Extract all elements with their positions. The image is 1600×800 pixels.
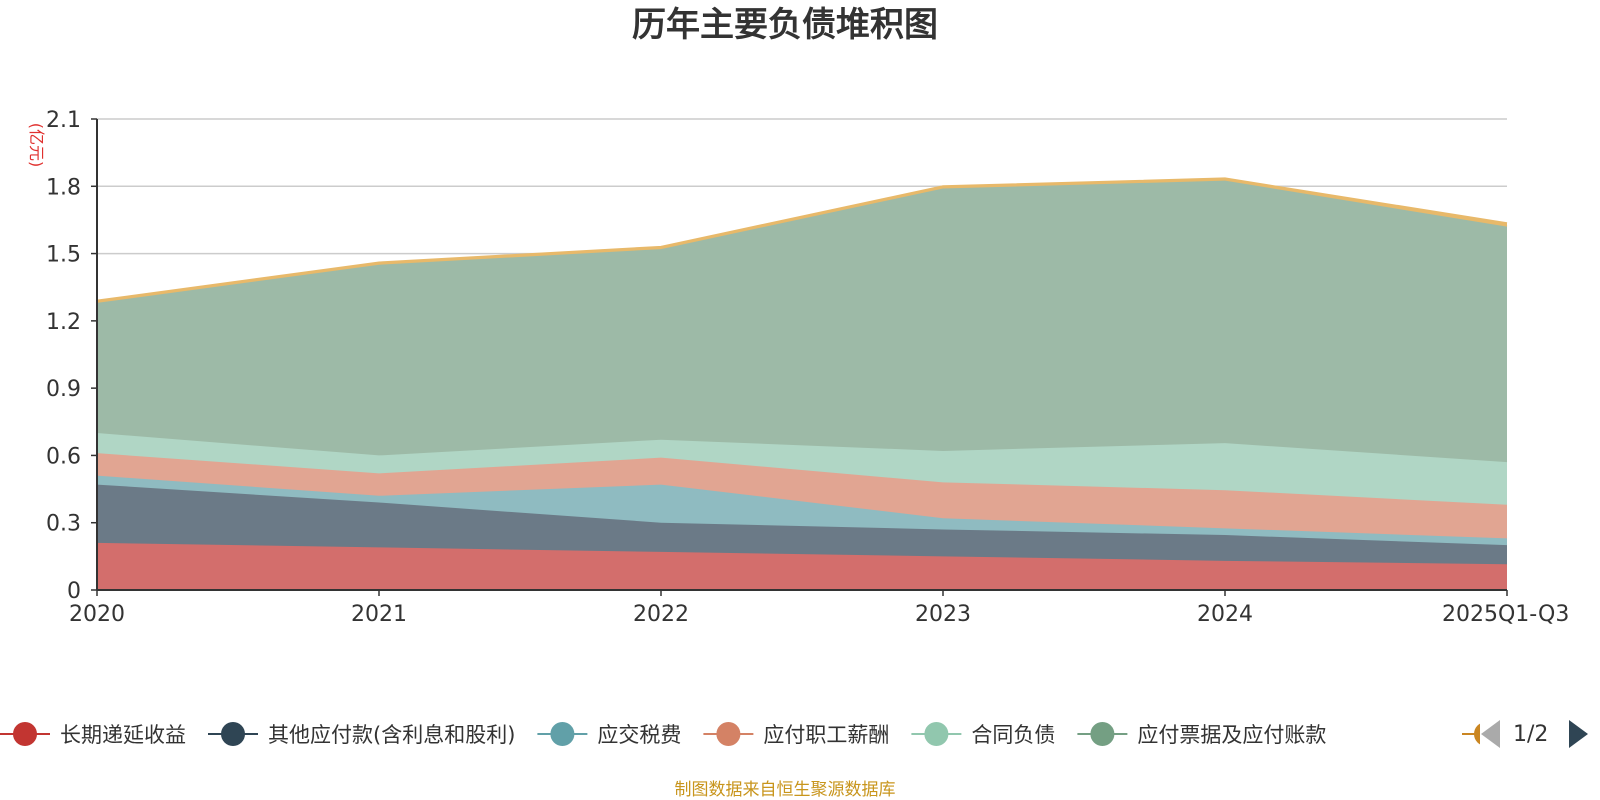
legend-page-indicator: 1/2 — [1513, 722, 1548, 747]
y-axis-unit: (亿元) — [27, 123, 46, 168]
legend-marker — [550, 722, 575, 746]
area-edge — [96, 432, 1508, 464]
legend-item[interactable]: 其他应付款(含利息和股利) — [208, 722, 515, 747]
y-tick-label: 0.9 — [46, 377, 81, 402]
legend-label: 合同负债 — [971, 723, 1055, 747]
legend-marker — [1090, 722, 1115, 746]
legend-prev-icon[interactable] — [1481, 720, 1500, 748]
y-tick-label: 0.6 — [46, 444, 81, 469]
x-tick-label: 2020 — [69, 602, 125, 627]
legend-next-icon[interactable] — [1569, 720, 1588, 748]
area-edge — [96, 179, 1508, 304]
area-series — [96, 177, 1508, 590]
chart-title: 历年主要负债堆积图 — [632, 5, 938, 45]
area-应付票据及应付账款 — [97, 180, 1507, 463]
legend-item[interactable]: 合同负债 — [911, 722, 1055, 747]
x-tick-label: 2024 — [1197, 602, 1253, 627]
legend-marker — [924, 722, 949, 746]
legend-label: 应付职工薪酬 — [763, 723, 889, 747]
y-tick-label: 0.3 — [46, 512, 81, 537]
area-长期递延收益 — [97, 542, 1507, 590]
x-tick-label: 2021 — [351, 602, 407, 627]
legend-item[interactable]: 应付职工薪酬 — [703, 722, 889, 747]
legend-pager[interactable]: 1/2 — [1481, 720, 1588, 748]
legend-item[interactable] — [1462, 722, 1510, 746]
legend-label: 应付票据及应付账款 — [1137, 723, 1326, 747]
area-合同负债 — [97, 433, 1507, 505]
y-tick-label: 1.5 — [46, 243, 81, 268]
x-tick-label: 2023 — [915, 602, 971, 627]
legend-item[interactable]: 应付票据及应付账款 — [1077, 722, 1326, 747]
legend: 长期递延收益 其他应付款(含利息和股利) 应交税费 应付职工薪酬 合同负债 应付票据及应付… — [0, 722, 1510, 747]
data-source-note: 制图数据来自恒生聚源数据库 — [675, 780, 896, 800]
y-tick-label: 2.1 — [46, 108, 81, 133]
legend-label: 其他应付款(含利息和股利) — [268, 723, 515, 747]
legend-item[interactable]: 长期递延收益 — [0, 722, 186, 747]
legend-marker — [716, 722, 741, 746]
legend-label: 长期递延收益 — [60, 723, 186, 747]
legend-marker — [221, 722, 245, 746]
y-tick-label: 1.8 — [46, 175, 81, 200]
legend-marker — [1474, 723, 1480, 745]
x-tick-label: 2022 — [633, 602, 689, 627]
y-tick-label: 1.2 — [46, 310, 81, 335]
legend-marker — [13, 722, 37, 746]
legend-label: 应交税费 — [597, 723, 681, 747]
area-edge — [96, 177, 1508, 302]
legend-item[interactable]: 应交税费 — [537, 722, 681, 747]
y-tick-label: 0 — [67, 579, 81, 604]
area-其他应付款(含利息和股利) — [97, 484, 1507, 565]
axes: 0 0.3 0.6 0.9 1.2 1.5 1.8 2.1 2020 2021 2022 2023 20… — [46, 108, 1569, 627]
area-应付职工薪酬 — [97, 453, 1507, 539]
x-tick-label: 2025Q1-Q3 — [1442, 602, 1569, 627]
